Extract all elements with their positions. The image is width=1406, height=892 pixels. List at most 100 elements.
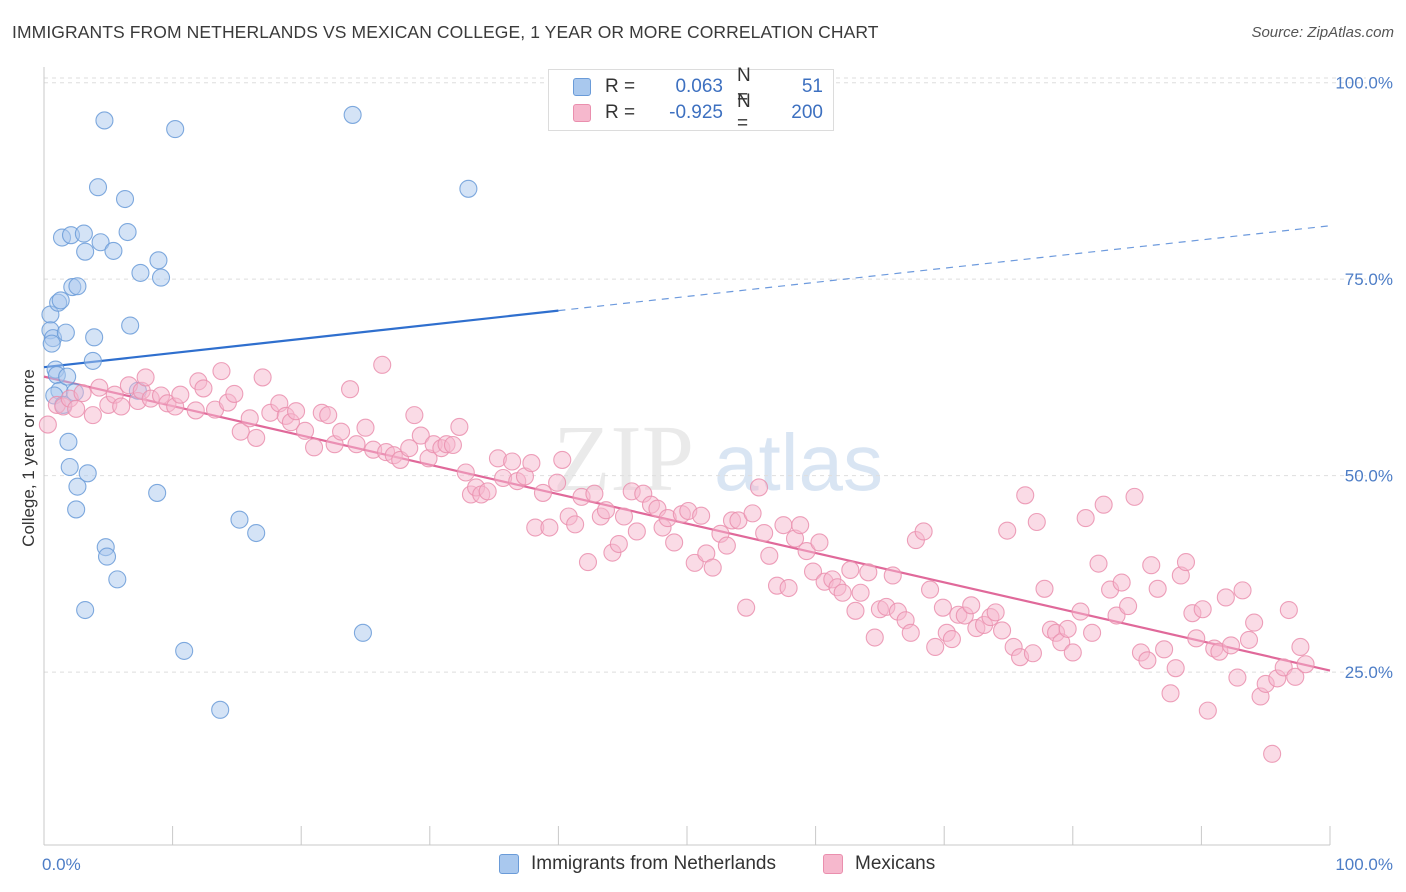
x-tick-label: 100.0% [1335, 855, 1393, 874]
point-mexicans [609, 534, 628, 554]
point-mexicans [171, 385, 190, 404]
point-mexicans [1296, 655, 1315, 674]
data-points [38, 105, 1315, 763]
point-mexicans [194, 379, 213, 398]
point-netherlands [121, 316, 140, 335]
point-mexicans [1138, 651, 1157, 670]
point-mexicans [1125, 487, 1144, 506]
chart-title: IMMIGRANTS FROM NETHERLANDS VS MEXICAN C… [12, 22, 879, 42]
point-netherlands [343, 105, 362, 124]
grid-lines [44, 77, 1366, 673]
legend-n-label: N = [737, 65, 751, 108]
point-mexicans [962, 596, 981, 615]
point-mexicans [1221, 636, 1241, 655]
point-mexicans [737, 598, 756, 617]
point-mexicans [851, 583, 870, 602]
point-mexicans [1023, 644, 1042, 663]
point-mexicans [347, 435, 366, 454]
point-netherlands [60, 457, 79, 477]
point-mexicans [743, 504, 762, 523]
series-legend-netherlands: Immigrants from Netherlands [499, 853, 776, 875]
point-mexicans [665, 533, 684, 552]
point-mexicans [1187, 629, 1206, 648]
series-legend-mexicans: Mexicans [823, 853, 935, 875]
point-mexicans [883, 566, 902, 585]
point-mexicans [692, 506, 711, 525]
point-mexicans [356, 418, 375, 437]
point-netherlands [76, 600, 95, 620]
point-mexicans [247, 428, 266, 447]
point-mexicans [287, 402, 306, 421]
point-mexicans [1291, 637, 1310, 657]
point-mexicans [1228, 668, 1247, 687]
legend-row-netherlands: R = 0.063 N = 51 [573, 65, 823, 108]
axes [43, 67, 1331, 846]
point-mexicans [921, 580, 940, 599]
point-mexicans [400, 439, 419, 458]
point-mexicans [533, 483, 553, 502]
point-mexicans [553, 450, 572, 469]
point-mexicans [749, 478, 769, 497]
point-mexicans [1016, 486, 1035, 505]
point-mexicans [993, 621, 1012, 640]
legend-r-value: 0.063 [675, 76, 723, 97]
point-mexicans [755, 523, 774, 543]
point-netherlands [58, 367, 77, 386]
point-mexicans [1076, 509, 1095, 528]
point-netherlands [230, 510, 249, 529]
point-mexicans [212, 362, 231, 381]
point-mexicans [503, 452, 522, 471]
point-mexicans [450, 417, 469, 436]
point-mexicans [846, 601, 865, 620]
point-mexicans [1142, 556, 1161, 575]
point-netherlands [68, 277, 87, 296]
point-mexicans [1233, 581, 1252, 600]
series-label-netherlands: Immigrants from Netherlands [531, 853, 776, 874]
point-mexicans [73, 384, 92, 403]
point-netherlands [97, 547, 117, 566]
point-mexicans [933, 598, 952, 617]
y-tick-label: 100.0% [1335, 74, 1393, 93]
legend-row-mexicans: R = -0.925 N = 200 [573, 91, 823, 134]
point-netherlands [459, 179, 478, 198]
point-netherlands [104, 241, 123, 260]
point-netherlands [56, 323, 75, 342]
point-netherlands [149, 251, 168, 270]
point-mexicans [319, 406, 338, 425]
point-mexicans [1155, 640, 1174, 659]
point-mexicans [1119, 597, 1138, 616]
point-mexicans [1198, 701, 1217, 720]
point-netherlands [108, 570, 127, 589]
point-mexicans [1161, 684, 1180, 703]
point-mexicans [627, 522, 646, 541]
point-mexicans [83, 406, 102, 425]
legend-r-label: R = [605, 102, 636, 123]
y-tick-label: 50.0% [1345, 467, 1393, 486]
point-mexicans [478, 482, 497, 501]
point-mexicans [901, 623, 920, 642]
point-mexicans [578, 553, 598, 572]
point-mexicans [1286, 667, 1305, 686]
legend-n-value: 200 [791, 102, 823, 123]
point-mexicans [225, 384, 244, 403]
point-netherlands [83, 351, 102, 370]
point-mexicans [443, 435, 462, 455]
correlation-legend: R = 0.063 N = 51 R = -0.925 N = 200 [548, 65, 834, 134]
point-netherlands [85, 328, 104, 347]
point-mexicans [1094, 495, 1113, 514]
legend-n-label: N = [737, 91, 751, 134]
point-netherlands [353, 623, 372, 642]
point-mexicans [703, 558, 722, 577]
legend-r-value: -0.925 [669, 102, 723, 123]
point-mexicans [332, 422, 351, 441]
series-swatch-blue [499, 854, 519, 874]
x-tick-label: 0.0% [42, 855, 81, 874]
point-netherlands [67, 500, 86, 519]
point-mexicans [774, 516, 793, 535]
trend-line-netherlands [43, 309, 559, 369]
point-mexicans [1112, 573, 1131, 592]
point-mexicans [522, 454, 541, 473]
point-mexicans [1279, 600, 1298, 620]
point-mexicans [38, 415, 57, 434]
